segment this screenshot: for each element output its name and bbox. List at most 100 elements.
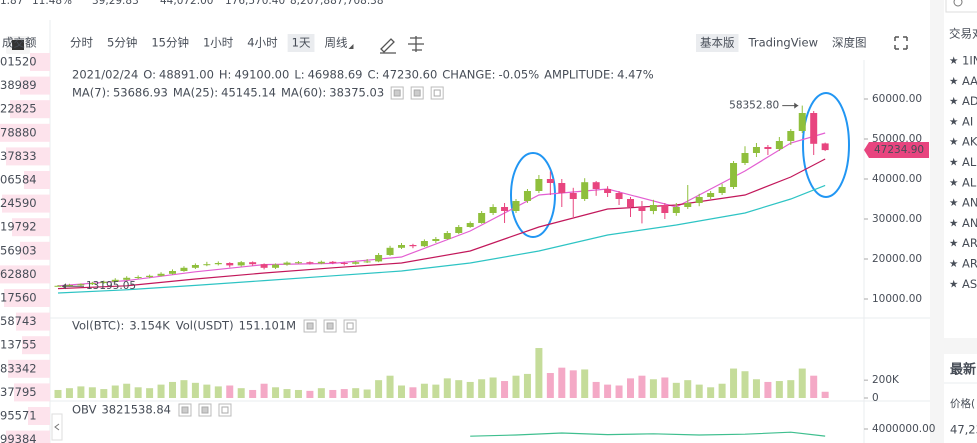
volume-bar: [398, 385, 405, 398]
info-text: OBV: [72, 403, 97, 417]
order-book-value: 13755: [0, 338, 37, 352]
pair-name[interactable]: AR: [962, 236, 977, 250]
candle-body: [787, 131, 795, 141]
candle-body: [157, 273, 165, 276]
depth-bar: [0, 123, 50, 142]
volume-bar: [146, 388, 154, 398]
candle-body: [707, 193, 715, 197]
scroll-tab[interactable]: [51, 413, 63, 441]
candle-body: [420, 241, 428, 247]
candle-body: [489, 207, 497, 213]
pair-name[interactable]: AS: [962, 277, 977, 291]
favorite-star: ★: [949, 96, 958, 108]
interval-tab[interactable]: 1小时: [203, 36, 234, 50]
order-book-value: 24590: [0, 196, 37, 210]
candle-body: [615, 193, 623, 199]
candle-body: [226, 263, 234, 266]
candle-body: [718, 187, 726, 193]
layout-icon: [12, 40, 24, 50]
pair-name[interactable]: AL: [962, 155, 977, 169]
volume-bar: [157, 384, 165, 398]
candle-body: [638, 207, 646, 211]
view-tab[interactable]: 深度图: [832, 36, 867, 50]
fullscreen-icon[interactable]: [894, 36, 908, 50]
depth-bar: [14, 383, 50, 402]
volume-bar: [512, 375, 520, 398]
volume-bar: [191, 382, 199, 398]
info-text: H:: [219, 68, 232, 82]
indicator-control[interactable]: [218, 403, 232, 417]
volume-bar: [134, 387, 142, 398]
interval-tab[interactable]: 15分钟: [151, 36, 189, 50]
favorite-star: ★: [949, 177, 958, 189]
indicator-control[interactable]: [430, 86, 444, 100]
volume-bar: [466, 381, 474, 398]
volume-bar: [386, 375, 394, 398]
volume-bar: [317, 388, 325, 398]
info-text: 53686.93: [113, 86, 168, 100]
depth-bar: [30, 53, 50, 71]
candle-body: [272, 264, 280, 268]
interval-tab[interactable]: 分时: [70, 36, 93, 50]
depth-bar: [24, 171, 50, 189]
indicator-control[interactable]: [343, 319, 357, 333]
panel-gap: [930, 0, 944, 443]
volume-bar: [169, 381, 176, 398]
arrow-head: [794, 102, 799, 109]
interval-tab[interactable]: 1天: [292, 36, 311, 50]
view-tab[interactable]: 基本版: [700, 36, 735, 50]
pair-name[interactable]: AK: [962, 135, 977, 149]
view-tab[interactable]: TradingView: [748, 36, 818, 50]
info-text: C:: [367, 68, 379, 82]
indicator-control-glyph: [181, 406, 189, 414]
interval-tab[interactable]: 周线: [324, 36, 347, 50]
candle-body: [810, 113, 818, 144]
volume-bar: [306, 390, 314, 398]
pair-name[interactable]: AR: [962, 257, 977, 271]
interval-active-bg: [287, 34, 315, 52]
candle-body: [123, 277, 131, 280]
y-tick-label: 0: [872, 392, 879, 404]
candle-body: [100, 281, 108, 283]
favorite-star: ★: [949, 75, 958, 87]
depth-bar: [0, 265, 50, 284]
volume-bar: [100, 389, 108, 398]
volume-bar: [455, 380, 463, 398]
candle-body: [604, 189, 612, 193]
info-text: MA(60):: [281, 86, 326, 100]
candle-body: [65, 285, 73, 286]
draw-tool-icon[interactable]: [380, 38, 396, 54]
candle-body: [821, 143, 829, 151]
annotation-label: 58352.80: [729, 100, 779, 112]
info-text: 151.101M: [239, 319, 296, 333]
candle-body: [478, 213, 486, 223]
pair-name[interactable]: AI: [962, 114, 973, 128]
volume-bar: [409, 387, 417, 398]
info-text: L:: [294, 68, 304, 82]
candle-body: [798, 113, 806, 131]
candle-body: [352, 262, 360, 264]
volume-bar: [638, 375, 646, 398]
pair-name[interactable]: AN: [962, 196, 977, 210]
candle-body: [592, 182, 600, 189]
volume-bar: [798, 368, 806, 398]
ma-line: [57, 158, 826, 290]
interval-tab[interactable]: 5分钟: [107, 36, 137, 50]
volume-bar: [775, 381, 783, 398]
pair-name[interactable]: AD: [962, 94, 977, 108]
volume-bar: [730, 368, 738, 398]
pair-name[interactable]: AN: [962, 216, 977, 230]
pair-name[interactable]: AA: [962, 74, 977, 88]
indicator-icon[interactable]: [408, 36, 424, 52]
candle-body: [409, 245, 417, 247]
pair-name[interactable]: AL: [962, 175, 977, 189]
last-price-label: 47234.90: [874, 144, 924, 156]
indicator-control-glyph: [346, 322, 354, 330]
info-text: -0.05%: [498, 68, 539, 82]
indicator-control-glyph: [221, 406, 229, 414]
candle-body: [432, 239, 440, 241]
indicator-control-glyph: [393, 89, 401, 97]
interval-tab[interactable]: 4小时: [247, 36, 278, 50]
pair-name[interactable]: 1IN: [962, 54, 977, 68]
